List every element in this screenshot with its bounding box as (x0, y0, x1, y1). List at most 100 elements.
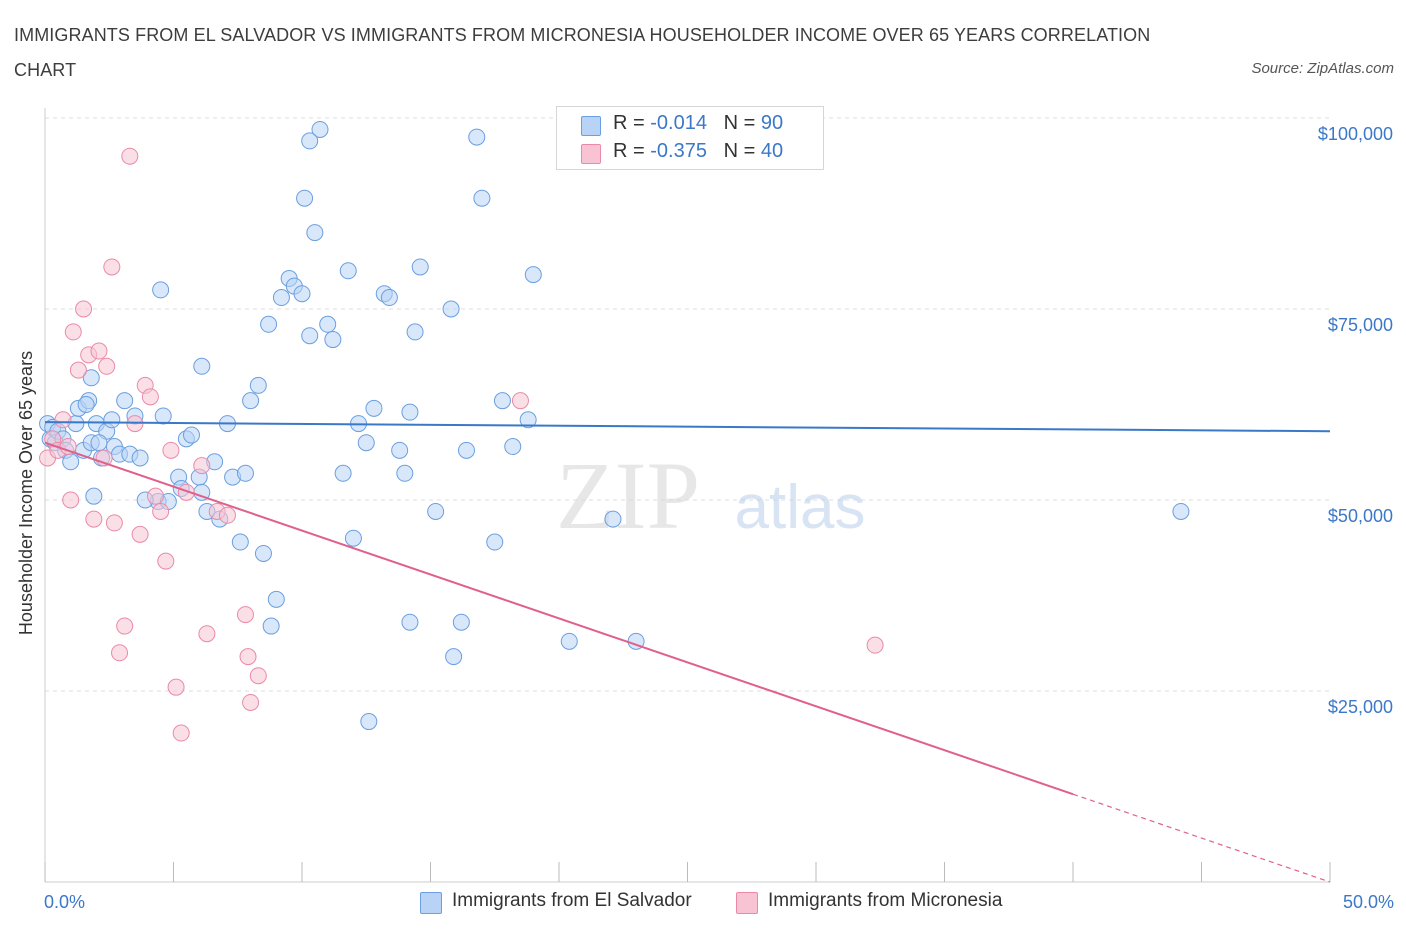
source-label: Source: ZipAtlas.com (1251, 60, 1394, 77)
el-salvador-point (296, 189, 314, 207)
micronesia-point (131, 525, 149, 543)
chart-title: IMMIGRANTS FROM EL SALVADOR VS IMMIGRANT… (14, 25, 1151, 80)
micronesia-point (152, 502, 170, 520)
el-salvador-point (231, 533, 249, 551)
el-salvador-point (493, 392, 511, 410)
series-el-salvador-points (39, 118, 1190, 731)
el-salvador-point (116, 392, 134, 410)
axes (44, 108, 1331, 883)
micronesia-point (193, 457, 211, 475)
legend-n-value: 90 (760, 112, 784, 134)
micronesia-point (239, 648, 257, 666)
el-salvador-point (324, 331, 342, 349)
legend-swatch-blue (581, 116, 601, 136)
micronesia-point (167, 678, 185, 696)
el-salvador-point (468, 128, 486, 146)
micronesia-point (90, 342, 108, 360)
trend-lines (44, 421, 1331, 883)
micronesia-point (236, 606, 254, 624)
correlation-legend: R = -0.014 N = 90 R = -0.375 N = 40 (556, 106, 824, 170)
el-salvador-point (260, 315, 278, 333)
el-salvador-point (401, 613, 419, 631)
el-salvador-point (62, 453, 80, 471)
el-salvador-point (242, 392, 260, 410)
el-salvador-point (445, 648, 463, 666)
y-tick-label: $75,000 (1328, 315, 1393, 335)
series-swatch-pink (736, 892, 758, 914)
micronesia-point (172, 724, 190, 742)
trend-line (44, 441, 1074, 796)
el-salvador-point (457, 441, 475, 459)
micronesia-point (64, 323, 82, 341)
el-salvador-point (319, 315, 337, 333)
el-salvador-point (249, 376, 267, 394)
el-salvador-point (560, 632, 578, 650)
el-salvador-point (401, 403, 419, 421)
el-salvador-point (267, 590, 285, 608)
legend-n-label: N = (723, 140, 761, 162)
x-tick-label-min: 0.0% (44, 892, 85, 912)
el-salvador-point (334, 464, 352, 482)
el-salvador-point (452, 613, 470, 631)
x-tick-label-max: 50.0% (1343, 892, 1394, 912)
legend-n-label: N = (723, 112, 761, 134)
trend-line-extension (1072, 793, 1331, 883)
micronesia-point (69, 361, 87, 379)
el-salvador-point (519, 411, 537, 429)
el-salvador-point (82, 369, 100, 387)
el-salvador-point (301, 132, 319, 150)
el-salvador-point (90, 434, 108, 452)
el-salvador-point (311, 120, 329, 138)
micronesia-point (111, 644, 129, 662)
el-salvador-point (442, 300, 460, 318)
trend-line (44, 421, 1331, 433)
micronesia-point (198, 625, 216, 643)
micronesia-point (511, 392, 529, 410)
el-salvador-point (301, 327, 319, 345)
series-name-el-salvador: Immigrants from El Salvador (452, 890, 692, 911)
el-salvador-point (262, 617, 280, 635)
el-salvador-point (1172, 502, 1190, 520)
micronesia-point (218, 506, 236, 524)
el-salvador-point (293, 285, 311, 303)
micronesia-point (116, 617, 134, 635)
el-salvador-point (154, 407, 172, 425)
grid (45, 117, 1330, 692)
legend-r-label: R = (613, 112, 651, 134)
el-salvador-point (77, 396, 95, 413)
el-salvador-point (427, 502, 445, 520)
el-salvador-point (131, 449, 149, 467)
micronesia-point (59, 438, 77, 456)
micronesia-point (866, 636, 884, 654)
legend-r-value: -0.014 (650, 112, 707, 134)
el-salvador-point (339, 262, 357, 280)
micronesia-point (105, 514, 123, 532)
el-salvador-point (272, 289, 290, 307)
micronesia-point (54, 411, 72, 429)
legend-n-value: 40 (760, 140, 784, 162)
el-salvador-point (391, 441, 409, 459)
el-salvador-point (380, 289, 398, 307)
micronesia-point (98, 357, 116, 375)
el-salvador-point (396, 464, 414, 482)
micronesia-point (75, 300, 93, 318)
watermark-atlas: atlas (735, 473, 866, 542)
micronesia-point (141, 388, 159, 406)
micronesia-point (85, 510, 103, 528)
micronesia-point (249, 667, 267, 685)
el-salvador-point (504, 438, 522, 456)
el-salvador-point (604, 510, 622, 528)
y-tick-label: $100,000 (1318, 124, 1393, 144)
el-salvador-point (193, 357, 211, 375)
y-tick-label: $50,000 (1328, 506, 1393, 526)
micronesia-point (177, 483, 195, 501)
y-axis-label: Householder Income Over 65 years (16, 351, 36, 635)
series-swatch-blue (420, 892, 442, 914)
y-tick-labels: $25,000 $50,000 $75,000 $100,000 (1318, 124, 1393, 717)
el-salvador-point (365, 399, 383, 417)
legend-r-label: R = (613, 140, 651, 162)
el-salvador-point (406, 323, 424, 341)
el-salvador-point (152, 281, 170, 299)
el-salvador-point (254, 544, 272, 562)
